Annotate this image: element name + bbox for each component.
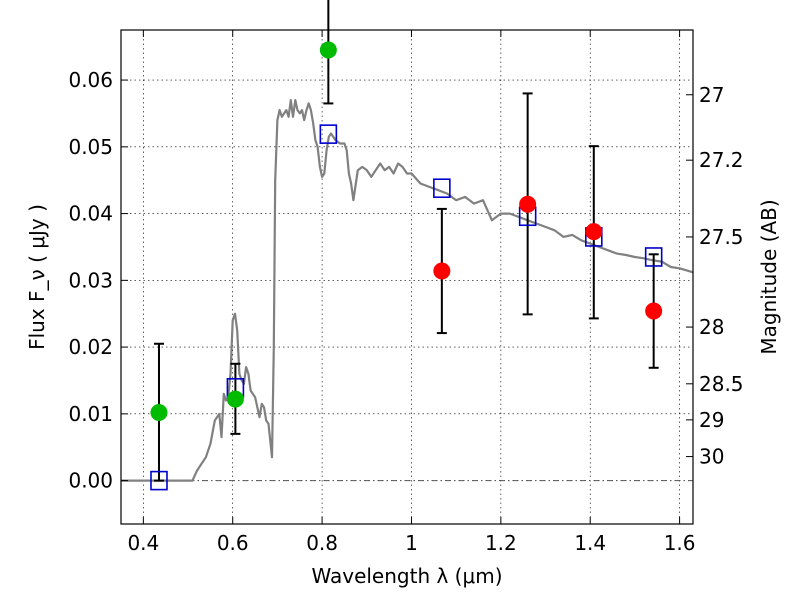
x-tick-label: 0.6 [217, 531, 249, 555]
plot-frame [120, 29, 694, 525]
y-tick-label: 0.04 [68, 202, 113, 226]
right-axis-tick-label: 28 [699, 315, 724, 339]
data-point [150, 404, 168, 422]
right-axis: 27 27.2 27.5 28 28.5 29 30 [686, 83, 744, 469]
right-axis-label: Magnitude (AB) [757, 199, 781, 354]
y-tick-label: 0.06 [68, 68, 113, 92]
data-point [319, 41, 337, 59]
y-tick-label: 0.01 [68, 402, 113, 426]
model-square-point [150, 470, 168, 491]
model-square-point [644, 247, 663, 267]
x-axis: 0.4 0.6 0.8 1 1.2 1.4 1.6 [127, 30, 696, 555]
data-points [150, 41, 663, 422]
y-tick-label: 0.05 [68, 135, 113, 159]
right-axis-tick-label: 27.2 [699, 148, 744, 172]
y-tick-label: 0.03 [68, 268, 113, 292]
right-axis-tick-label: 29 [699, 408, 724, 432]
y-axis-label: Flux F_ν ( μJy ) [25, 204, 49, 350]
data-point [226, 390, 244, 408]
data-point [519, 195, 537, 213]
y-axis: 0.00 0.01 0.02 0.03 0.04 0.05 0.06 [68, 68, 128, 493]
x-tick-label: 0.4 [127, 531, 159, 555]
data-point [585, 223, 603, 241]
right-axis-tick-label: 27 [699, 83, 724, 107]
y-tick-label: 0.00 [68, 469, 113, 493]
spectrum-line [121, 98, 693, 482]
model-square-point [433, 178, 451, 199]
x-tick-label: 1.6 [664, 531, 696, 555]
data-point [645, 302, 663, 320]
plot-background [121, 30, 693, 524]
right-axis-tick-label: 30 [699, 445, 724, 469]
model-square-point [319, 124, 338, 144]
right-axis-tick-label: 27.5 [699, 225, 744, 249]
x-tick-label: 1.4 [574, 531, 606, 555]
x-tick-label: 1 [405, 531, 418, 555]
data-point [433, 262, 451, 280]
y-tick-label: 0.02 [68, 335, 113, 359]
x-tick-label: 1.2 [485, 531, 517, 555]
right-axis-tick-label: 28.5 [699, 372, 744, 396]
x-axis-label: Wavelength λ (μm) [311, 564, 502, 588]
x-tick-label: 0.8 [306, 531, 338, 555]
spectrum-layer [121, 98, 693, 482]
model-squares [150, 124, 663, 491]
